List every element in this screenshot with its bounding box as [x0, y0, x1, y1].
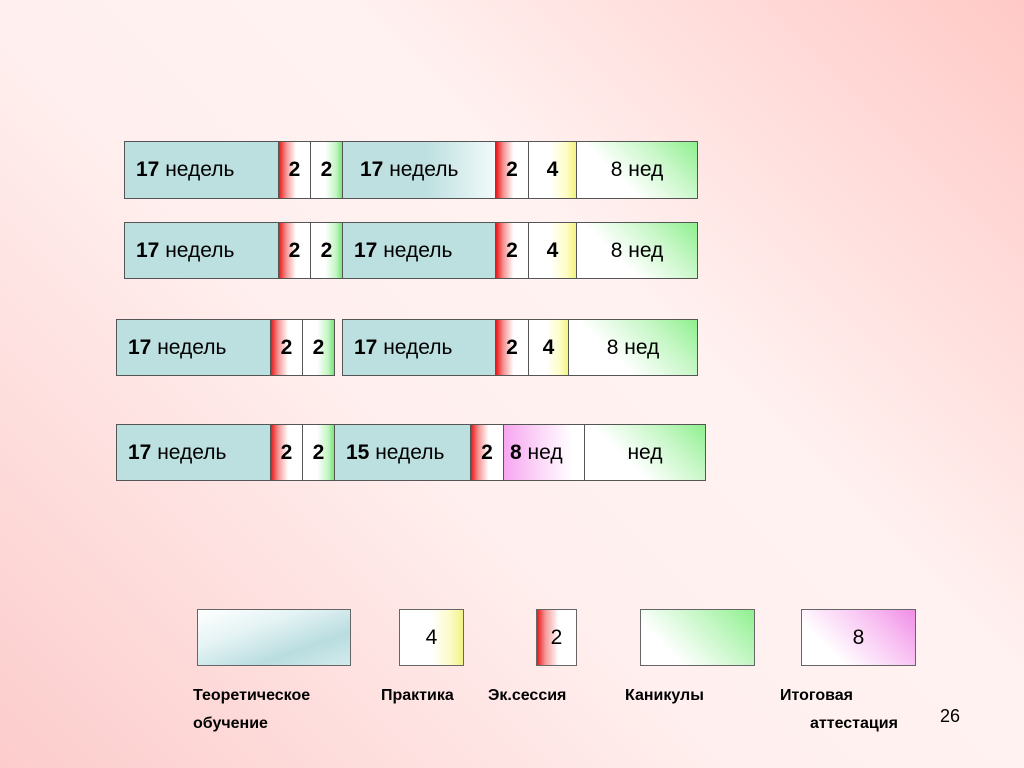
- vacation-block: 8 нед: [568, 319, 698, 376]
- break-block-1: 2: [302, 319, 335, 376]
- legend-theory-label: Теоретическое обучение: [193, 687, 311, 732]
- exam-block-1: 2: [278, 222, 311, 279]
- break-weeks: 2: [312, 335, 325, 359]
- theory-block-1: 17 недель: [116, 424, 271, 481]
- theory-unit: недель: [375, 440, 445, 464]
- legend-gia-swatch: 8: [801, 609, 916, 666]
- exam-weeks: 2: [288, 158, 301, 181]
- exam-weeks: 2: [506, 335, 518, 359]
- exam-weeks: 2: [288, 238, 301, 262]
- practice-weeks: 4: [546, 158, 559, 181]
- theory-weeks: 17: [354, 335, 378, 359]
- theory-weeks: 15: [346, 440, 370, 464]
- break-weeks: 2: [320, 238, 333, 262]
- break-block-1: 2: [310, 141, 343, 199]
- theory-weeks: 17: [354, 238, 378, 262]
- exam-block-2: 2: [495, 222, 529, 279]
- theory-block-2: 15 недель: [334, 424, 472, 481]
- gia-unit: нед: [527, 440, 563, 464]
- legend-exam-label: Эк.сессия: [488, 687, 567, 704]
- vacation-block: нед: [584, 424, 706, 481]
- theory-block-1: 17 недель: [116, 319, 271, 376]
- theory-weeks: 17: [128, 335, 152, 359]
- exam-weeks: 2: [506, 238, 518, 262]
- legend-exam-swatch: 2: [536, 609, 577, 666]
- theory-weeks: 17: [136, 238, 160, 262]
- theory-weeks: 17: [360, 158, 384, 181]
- theory-unit: недель: [165, 158, 235, 181]
- vacation-block: 8 нед: [576, 141, 698, 199]
- legend-practice-label: Практика: [381, 687, 454, 704]
- vacation-weeks: нед: [627, 440, 663, 464]
- theory-unit: недель: [383, 238, 453, 262]
- break-weeks: 2: [320, 158, 333, 181]
- exam-block-2: 2: [495, 141, 529, 199]
- legend-vacation-label: Каникулы: [625, 687, 704, 704]
- theory-unit: недель: [165, 238, 235, 262]
- legend-gia-label: Итоговая аттестация: [780, 687, 898, 732]
- theory-weeks: 17: [128, 440, 152, 464]
- theory-unit: недель: [389, 158, 459, 181]
- theory-block-2: 17 недель: [342, 222, 497, 279]
- break-block-1: 2: [310, 222, 343, 279]
- theory-unit: недель: [383, 335, 453, 359]
- exam-block-1: 2: [278, 141, 311, 199]
- legend-practice-swatch: 4: [399, 609, 464, 666]
- vacation-weeks: 8 нед: [610, 158, 664, 181]
- exam-block-2: 2: [470, 424, 504, 481]
- theory-unit: недель: [157, 335, 227, 359]
- vacation-weeks: 8 нед: [606, 335, 660, 359]
- exam-block-1: 2: [270, 319, 303, 376]
- practice-weeks: 4: [546, 238, 559, 262]
- practice-block: 4: [528, 222, 577, 279]
- break-weeks: 2: [312, 440, 325, 464]
- practice-block: 4: [528, 141, 577, 199]
- theory-block-1: 17 недель: [124, 141, 279, 199]
- theory-block-1: 17 недель: [124, 222, 279, 279]
- legend-practice-value: 4: [425, 625, 438, 649]
- legend-exam-value: 2: [550, 625, 563, 649]
- gia-block: 8 нед: [503, 424, 585, 481]
- exam-block-1: 2: [270, 424, 303, 481]
- theory-weeks: 17: [136, 158, 160, 181]
- theory-block-2: 17 недель: [342, 319, 497, 376]
- legend-gia-value: 8: [852, 625, 865, 649]
- vacation-weeks: 8 нед: [610, 238, 664, 262]
- exam-weeks: 2: [506, 158, 518, 181]
- exam-weeks: 2: [280, 335, 293, 359]
- theory-unit: недель: [157, 440, 227, 464]
- theory-block-2: 17 недель: [342, 141, 497, 199]
- practice-weeks: 4: [542, 335, 555, 359]
- gia-weeks: 8: [510, 440, 522, 464]
- break-block-1: 2: [302, 424, 335, 481]
- page-number: 26: [940, 706, 961, 726]
- exam-block-2: 2: [495, 319, 529, 376]
- vacation-block: 8 нед: [576, 222, 698, 279]
- exam-weeks: 2: [481, 440, 493, 464]
- practice-block: 4: [528, 319, 569, 376]
- legend-vacation-swatch: [640, 609, 755, 666]
- exam-weeks: 2: [280, 440, 293, 464]
- legend-theory-swatch: [197, 609, 351, 666]
